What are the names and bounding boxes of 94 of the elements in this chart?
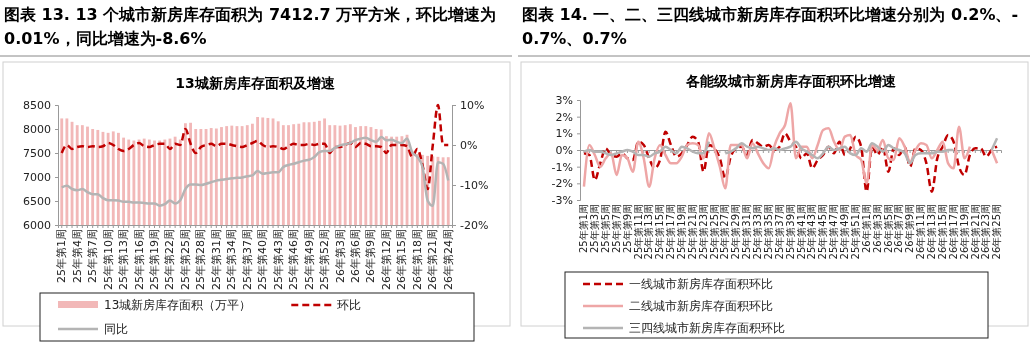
legend-label: 二线城市新房库存面积环比	[629, 299, 773, 314]
x-tick-label: 26年第18周	[410, 229, 424, 290]
x-tick-label: 25年第37周	[240, 229, 254, 290]
line-series	[60, 103, 450, 191]
x-tick-label: 25年第11周	[632, 204, 644, 260]
x-tick-label: 25年第25周	[178, 229, 192, 290]
x-tick-label: 25年第1周	[55, 229, 69, 283]
y2-tick-label: -10%	[460, 179, 489, 193]
y2-tick-label: 10%	[460, 99, 485, 113]
y-tick-label: 8500	[23, 99, 51, 113]
x-tick-label: 25年第17周	[665, 204, 677, 260]
y-tick-label: -2%	[551, 177, 573, 191]
x-tick-label: 25年第52周	[318, 229, 332, 290]
x-tick-label: 25年第27周	[719, 204, 731, 260]
x-tick-label: 26年第25周	[991, 204, 1003, 260]
x-tick-label: 26年第13周	[926, 204, 938, 260]
x-tick-label: 25年第7周	[610, 204, 622, 254]
x-tick-label: 25年第15周	[654, 204, 666, 260]
x-tick-label: 26年第19周	[958, 204, 970, 260]
x-tick-label: 25年第51周	[849, 204, 861, 260]
x-tick-label: 25年第39周	[784, 204, 796, 260]
y-tick-label: 6500	[23, 195, 51, 209]
x-tick-label: 25年第19周	[148, 229, 162, 290]
x-tick-label: 25年第25周	[708, 204, 720, 260]
x-tick-label: 26年第21周	[426, 229, 440, 290]
x-tick-label: 26年第9周	[364, 229, 378, 283]
legend-label: 一线城市新房库存面积环比	[629, 277, 773, 292]
x-tick-label: 25年第7周	[86, 229, 100, 283]
x-tick-label: 26年第3周	[871, 204, 883, 254]
x-tick-label: 26年第11周	[915, 204, 927, 260]
y-tick-label: 1%	[555, 127, 573, 141]
legend-label: 同比	[104, 322, 128, 337]
x-tick-label: 25年第3周	[589, 204, 601, 254]
x-tick-label: 26年第3周	[333, 229, 347, 283]
x-tick-label: 25年第22周	[163, 229, 177, 290]
y-tick-label: 7500	[23, 147, 51, 161]
x-tick-label: 25年第16周	[132, 229, 146, 290]
x-tick-label: 26年第12周	[379, 229, 393, 290]
y-tick-label: -1%	[551, 160, 573, 174]
x-tick-label: 26年第6周	[349, 229, 363, 283]
x-tick-label: 25年第29周	[730, 204, 742, 260]
x-tick-label: 25年第41周	[795, 204, 807, 260]
x-tick-label: 25年第5周	[599, 204, 611, 254]
x-tick-label: 25年第4周	[70, 229, 84, 283]
y-tick-label: 2%	[555, 110, 573, 124]
x-tick-label: 26年第24周	[441, 229, 455, 290]
x-tick-label: 25年第19周	[675, 204, 687, 260]
x-tick-label: 25年第28周	[194, 229, 208, 290]
y2-tick-label: 0%	[460, 139, 478, 153]
x-tick-label: 25年第43周	[271, 229, 285, 290]
chart-title: 图表 14. 一、二、三四线城市新房库存面积环比增速分别为 0.2%、-0.7%、0.7%	[522, 5, 1019, 48]
x-tick-label: 25年第45周	[817, 204, 829, 260]
chart-subtitle: 13城新房库存面积及增速	[175, 75, 336, 91]
legend-label: 三四线城市新房库存面积环比	[629, 321, 785, 336]
x-tick-label: 25年第13周	[643, 204, 655, 260]
x-tick-label: 25年第21周	[686, 204, 698, 260]
x-tick-label: 25年第34周	[225, 229, 239, 290]
chart-subtitle: 各能级城市新房库存面积环比增速	[684, 73, 897, 89]
x-tick-label: 25年第33周	[752, 204, 764, 260]
y-tick-label: 3%	[555, 94, 573, 108]
x-tick-label: 25年第40周	[256, 229, 270, 290]
x-tick-label: 25年第31周	[741, 204, 753, 260]
x-tick-label: 25年第10周	[101, 229, 115, 290]
x-tick-label: 25年第1周	[578, 204, 590, 254]
x-tick-label: 25年第23周	[697, 204, 709, 260]
x-tick-label: 26年第17周	[947, 204, 959, 260]
x-tick-label: 26年第23周	[980, 204, 992, 260]
line-series	[60, 135, 450, 208]
x-tick-label: 26年第21周	[969, 204, 981, 260]
x-tick-label: 25年第47周	[828, 204, 840, 260]
x-tick-label: 25年第49周	[302, 229, 316, 290]
x-tick-label: 25年第43周	[806, 204, 818, 260]
x-tick-label: 26年第1周	[860, 204, 872, 254]
y-tick-label: 6000	[23, 219, 51, 233]
chart-title: 图表 13. 13 个城市新房库存面积为 7412.7 万平方米，环比增速为 0.01%，同比增速为-8.6%	[4, 5, 502, 48]
x-tick-label: 26年第15周	[936, 204, 948, 260]
x-tick-label: 25年第31周	[209, 229, 223, 290]
legend-label: 13城新房库存面积（万平）	[104, 298, 252, 313]
y-tick-label: -3%	[551, 194, 573, 208]
y-tick-label: 8000	[23, 123, 51, 137]
y-tick-label: 0%	[555, 144, 573, 158]
y-tick-label: 7000	[23, 171, 51, 185]
x-tick-label: 25年第46周	[287, 229, 301, 290]
x-tick-label: 25年第35周	[762, 204, 774, 260]
y2-tick-label: -20%	[460, 219, 489, 233]
x-tick-label: 25年第49周	[839, 204, 851, 260]
x-tick-label: 25年第37周	[773, 204, 785, 260]
x-tick-label: 26年第15周	[395, 229, 409, 290]
x-tick-label: 25年第9周	[621, 204, 633, 254]
x-tick-label: 26年第9周	[904, 204, 916, 254]
x-tick-label: 26年第7周	[893, 204, 905, 254]
legend-label: 环比	[337, 298, 362, 313]
x-tick-label: 26年第5周	[882, 204, 894, 254]
x-tick-label: 25年第13周	[117, 229, 131, 290]
